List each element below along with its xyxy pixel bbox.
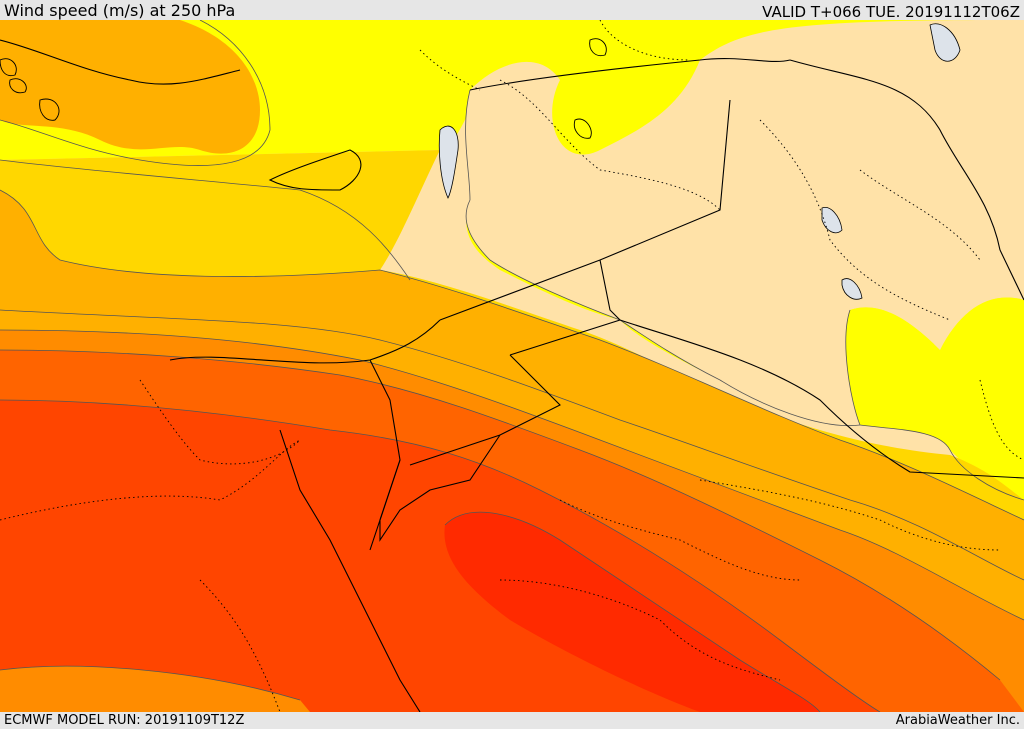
isotach-line bbox=[0, 665, 301, 701]
band-beige bbox=[465, 20, 1024, 426]
country-borders bbox=[0, 39, 1024, 712]
border-line bbox=[439, 99, 731, 321]
band-sw-orange bbox=[0, 666, 310, 712]
border-line bbox=[379, 434, 501, 542]
isotach-line bbox=[444, 511, 821, 712]
band-yellow-east bbox=[845, 297, 1024, 500]
credit-label: ArabiaWeather Inc. bbox=[895, 713, 1020, 728]
border-line bbox=[469, 58, 791, 91]
island bbox=[0, 58, 17, 77]
admin-line bbox=[599, 20, 691, 61]
border-line bbox=[789, 59, 1024, 301]
coastline bbox=[0, 38, 607, 139]
admin-line bbox=[139, 379, 301, 465]
header-bar: Wind speed (m/s) at 250 hPa VALID T+066 … bbox=[0, 0, 1024, 21]
lake-west bbox=[438, 125, 459, 199]
isotach-line bbox=[0, 329, 1024, 621]
admin-line bbox=[979, 379, 1024, 461]
admin-line bbox=[199, 579, 281, 712]
footer-bar: ECMWF MODEL RUN: 20191109T12Z ArabiaWeat… bbox=[0, 712, 1024, 729]
border-line bbox=[509, 259, 622, 356]
isotach-line bbox=[845, 309, 1024, 501]
lake-sawa bbox=[841, 278, 863, 300]
border-line bbox=[169, 319, 441, 364]
border-line bbox=[279, 429, 421, 712]
lake-urmia bbox=[929, 23, 961, 62]
island bbox=[9, 78, 27, 94]
wind-speed-map bbox=[0, 20, 1024, 712]
isotach-line bbox=[0, 309, 1024, 581]
isotach-line bbox=[0, 349, 1001, 681]
band-orange-gold bbox=[0, 20, 260, 154]
border-line bbox=[409, 354, 561, 466]
isotach-line bbox=[0, 399, 881, 712]
admin-boundaries bbox=[0, 20, 1024, 712]
admin-line bbox=[499, 79, 721, 211]
isotach-line bbox=[465, 89, 861, 427]
map-title: Wind speed (m/s) at 250 hPa bbox=[4, 1, 236, 20]
isotach-line bbox=[0, 20, 271, 166]
valid-time: VALID T+066 TUE. 20191112T06Z bbox=[762, 3, 1020, 21]
isotach-contours bbox=[0, 20, 1024, 712]
border-line bbox=[268, 149, 362, 191]
admin-line bbox=[759, 119, 951, 321]
band-red-core bbox=[444, 512, 820, 712]
model-run-label: ECMWF MODEL RUN: 20191109T12Z bbox=[4, 713, 245, 728]
island bbox=[589, 38, 607, 57]
lake-razzaza bbox=[821, 207, 843, 234]
band-orange-gold-mid bbox=[0, 190, 1024, 620]
border-line bbox=[0, 39, 241, 85]
island bbox=[39, 98, 60, 121]
island bbox=[573, 118, 592, 139]
border-line bbox=[619, 319, 1024, 479]
admin-line bbox=[0, 439, 301, 521]
admin-line bbox=[559, 499, 801, 581]
isotach-line bbox=[0, 159, 411, 281]
isotach-line bbox=[0, 189, 1024, 521]
